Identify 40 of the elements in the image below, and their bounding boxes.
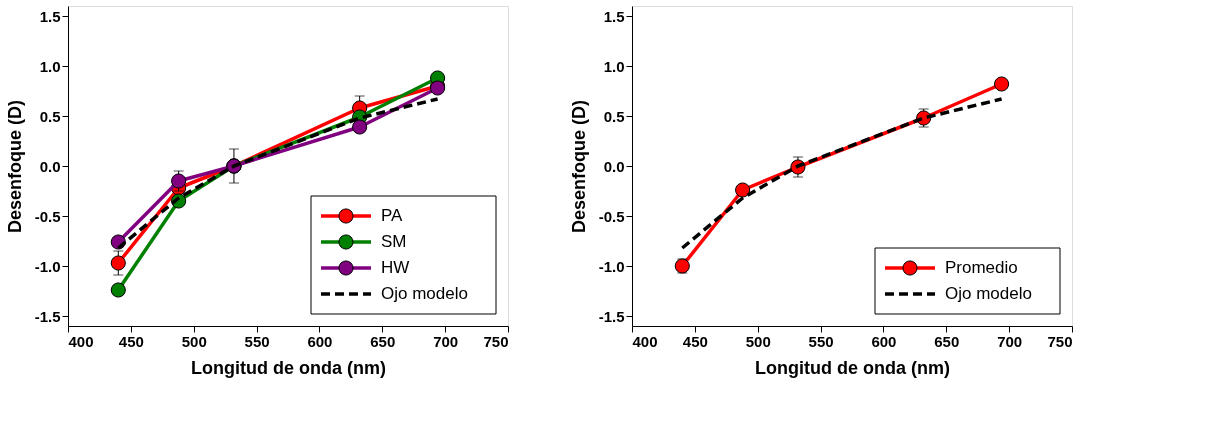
x-tick-label: 700 <box>433 332 459 350</box>
x-tick-label: 650 <box>370 332 396 350</box>
x-tick-label: 750 <box>1047 332 1073 350</box>
x-tick-label: 500 <box>181 332 207 350</box>
x-tick-label: 700 <box>997 332 1023 350</box>
y-tick-label: 1.5 <box>39 7 61 25</box>
x-tick-label: 450 <box>682 332 708 350</box>
y-axis-title: Desenfoque (D) <box>4 99 25 234</box>
y-tick-label: -1.5 <box>598 307 625 325</box>
legend-label: PA <box>381 206 404 225</box>
y-tick-label: -0.5 <box>34 207 61 225</box>
legend-label: HW <box>381 258 410 277</box>
x-tick-label: 600 <box>871 332 897 350</box>
y-axis-title: Desenfoque (D) <box>568 99 589 234</box>
y-tick-label: 0.0 <box>603 157 625 175</box>
x-tick-label: 400 <box>632 332 658 350</box>
x-tick-label: 500 <box>745 332 771 350</box>
y-tick-label: -1.0 <box>598 257 625 275</box>
y-tick-label: 0.5 <box>39 107 61 125</box>
x-tick-label: 650 <box>934 332 960 350</box>
y-tick-label: -1.0 <box>34 257 61 275</box>
y-tick-label: -1.5 <box>34 307 61 325</box>
y-tick-label: 0.5 <box>603 107 625 125</box>
x-tick-label: 400 <box>68 332 94 350</box>
x-tick-label: 600 <box>307 332 333 350</box>
x-tick-label: 750 <box>483 332 509 350</box>
legend-label: Promedio <box>945 258 1018 277</box>
y-tick-label: -0.5 <box>598 207 625 225</box>
y-tick-label: 1.5 <box>603 7 625 25</box>
y-tick-label: 1.0 <box>603 57 625 75</box>
legend-label: Ojo modelo <box>381 284 468 303</box>
legend-label: SM <box>381 232 407 251</box>
x-tick-label: 450 <box>118 332 144 350</box>
legend-label: Ojo modelo <box>945 284 1032 303</box>
x-tick-label: 550 <box>808 332 834 350</box>
x-tick-label: 550 <box>244 332 270 350</box>
x-axis-title: Longitud de onda (nm) <box>191 357 386 378</box>
x-axis-title: Longitud de onda (nm) <box>755 357 950 378</box>
y-tick-label: 0.0 <box>39 157 61 175</box>
y-tick-label: 1.0 <box>39 57 61 75</box>
